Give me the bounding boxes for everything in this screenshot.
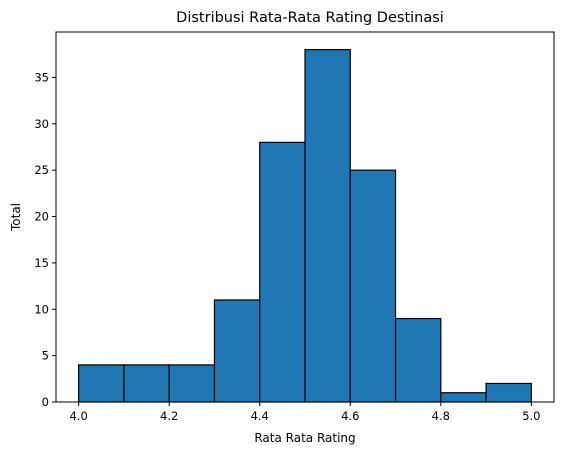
histogram-bar xyxy=(394,317,442,403)
x-axis-ticks: 4.0 4.2 4.4 4.6 4.8 5.0 xyxy=(69,402,541,423)
x-tick-label: 4.6 xyxy=(341,409,359,423)
histogram-bar xyxy=(213,299,261,403)
histogram-bar xyxy=(168,364,216,403)
y-tick-label: 5 xyxy=(42,349,49,363)
x-tick-label: 4.4 xyxy=(251,409,269,423)
y-tick-label: 15 xyxy=(34,256,49,270)
y-tick-label: 35 xyxy=(34,70,49,84)
y-tick-label: 25 xyxy=(34,163,49,177)
x-tick-label: 5.0 xyxy=(522,409,540,423)
histogram-bar xyxy=(259,141,306,403)
histogram-bar xyxy=(304,49,351,403)
histogram-bar xyxy=(440,392,487,403)
histogram-bar xyxy=(78,364,125,403)
chart-title: Distribusi Rata-Rata Rating Destinasi xyxy=(176,10,444,26)
y-axis-ticks: 0 5 10 15 20 25 30 35 xyxy=(34,70,56,409)
x-tick-label: 4.2 xyxy=(160,409,178,423)
histogram-bar xyxy=(123,364,170,403)
y-tick-label: 10 xyxy=(34,302,49,316)
x-axis-label: Rata Rata Rating xyxy=(254,431,355,445)
y-tick-label: 0 xyxy=(42,395,49,409)
histogram-bar xyxy=(349,169,397,403)
x-tick-label: 4.0 xyxy=(69,409,87,423)
bars-group xyxy=(78,49,532,403)
x-tick-label: 4.8 xyxy=(432,409,450,423)
y-axis-label: Total xyxy=(9,203,23,232)
histogram-bar xyxy=(485,382,532,403)
y-tick-label: 30 xyxy=(34,117,49,131)
y-tick-label: 20 xyxy=(34,210,49,224)
